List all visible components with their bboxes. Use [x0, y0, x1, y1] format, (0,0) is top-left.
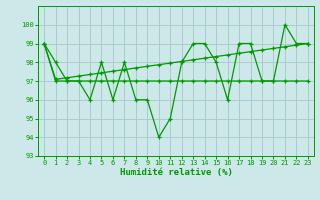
- X-axis label: Humidité relative (%): Humidité relative (%): [120, 168, 232, 177]
